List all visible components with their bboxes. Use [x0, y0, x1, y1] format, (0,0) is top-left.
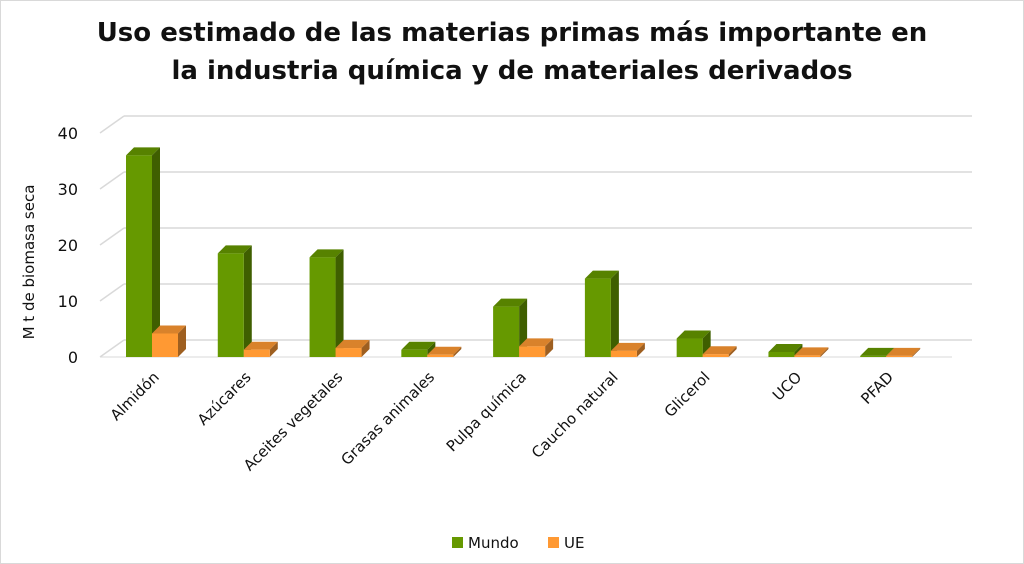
- bar-front-face: [126, 155, 152, 357]
- y-tick-label: 10: [58, 292, 78, 311]
- bars: [126, 147, 921, 357]
- bar-top-face: [794, 347, 829, 356]
- bar-front-face: [768, 351, 795, 357]
- bar-front-face: [493, 306, 520, 357]
- bar-top-face: [309, 249, 344, 258]
- bar-front-face: [584, 278, 611, 357]
- bar-side-face: [820, 347, 829, 357]
- legend: Mundo UE: [452, 534, 584, 552]
- bar-ue-2: [243, 341, 278, 357]
- bar-ue-1: [152, 325, 186, 357]
- bar-front-face: [676, 338, 703, 357]
- bar-top-face: [702, 346, 737, 355]
- bar-top-face: [493, 298, 528, 307]
- bar-side-face: [335, 249, 344, 357]
- y-axis-label: M t de biomasa seca: [20, 185, 38, 340]
- bar-front-face: [217, 253, 244, 357]
- bar-top-face: [610, 342, 645, 351]
- x-tick-label: Glicerol: [661, 368, 714, 421]
- x-tick-label: Pulpa química: [443, 368, 530, 455]
- x-tick-label: Almidón: [107, 368, 163, 424]
- bar-mundo-1: [126, 147, 160, 357]
- bar-front-face: [610, 350, 637, 357]
- bar-ue-7: [702, 346, 737, 357]
- bar-side-face: [545, 338, 554, 357]
- bar-front-face: [427, 354, 454, 357]
- y-tick-label: 20: [58, 236, 78, 255]
- bar-mundo-3: [309, 249, 344, 357]
- bar-ue-9: [886, 347, 921, 357]
- x-tick-label: UCO: [769, 368, 805, 404]
- bar-side-face: [178, 325, 186, 357]
- legend-swatch-mundo: [452, 537, 463, 548]
- gridline-diagonal: [99, 339, 125, 358]
- gridline-diagonal: [99, 227, 125, 246]
- bar-top-face: [217, 245, 252, 254]
- bar-front-face: [152, 333, 178, 357]
- y-tick-label: 0: [68, 348, 78, 367]
- bar-side-face: [453, 346, 462, 357]
- bar-side-face: [361, 340, 370, 357]
- bar-top-face: [427, 346, 462, 355]
- bar-mundo-2: [217, 245, 252, 357]
- bar-side-face: [912, 347, 921, 357]
- bar-top-face: [676, 330, 711, 339]
- gridline-diagonal: [99, 115, 125, 134]
- bar-ue-3: [335, 340, 370, 357]
- bar-front-face: [243, 349, 270, 357]
- bar-front-face: [860, 355, 887, 357]
- bar-ue-4: [427, 346, 462, 357]
- bar-ue-6: [610, 342, 645, 357]
- bar-top-face: [860, 347, 895, 356]
- x-tick-label: Caucho natural: [528, 368, 622, 462]
- bar-ue-8: [794, 347, 829, 357]
- bar-front-face: [886, 355, 913, 357]
- bar-top-face: [152, 325, 186, 334]
- bar-top-face: [886, 347, 921, 356]
- bar-side-face: [728, 346, 737, 357]
- bar-front-face: [335, 348, 362, 357]
- bar-mundo-6: [584, 270, 619, 357]
- bar-top-face: [243, 341, 278, 350]
- bar-front-face: [519, 346, 546, 357]
- y-axis: 0 10 20 30 40: [58, 124, 78, 367]
- bar-side-face: [152, 147, 160, 357]
- bar-front-face: [794, 355, 821, 357]
- bar-front-face: [401, 349, 428, 357]
- bar-side-face: [610, 270, 619, 357]
- bar-ue-5: [519, 338, 554, 357]
- x-tick-label: Aceites vegetales: [240, 368, 347, 475]
- y-tick-label: 40: [58, 124, 78, 143]
- bar-side-face: [243, 245, 252, 357]
- bar-top-face: [401, 341, 436, 350]
- x-tick-label: PFAD: [857, 368, 897, 408]
- bar-side-face: [636, 342, 645, 357]
- gridline-diagonal: [99, 283, 125, 302]
- x-tick-label: Grasas animales: [337, 368, 438, 469]
- legend-swatch-ue: [548, 537, 559, 548]
- legend-label-mundo: Mundo: [468, 534, 519, 552]
- bar-top-face: [768, 343, 803, 352]
- gridline-diagonal: [99, 171, 125, 190]
- x-tick-label: Azúcares: [194, 368, 255, 429]
- bar-top-face: [335, 340, 370, 349]
- bar-top-face: [519, 338, 554, 347]
- bar-front-face: [702, 354, 729, 357]
- bar-front-face: [309, 257, 336, 357]
- legend-label-ue: UE: [564, 534, 584, 552]
- y-tick-label: 30: [58, 180, 78, 199]
- bar-top-face: [584, 270, 619, 279]
- bar-side-face: [269, 341, 278, 357]
- chart-title-line-1: Uso estimado de las materias primas más …: [96, 18, 928, 48]
- bar-top-face: [126, 147, 160, 156]
- chart-title-line-2: la industria química y de materiales der…: [171, 56, 853, 86]
